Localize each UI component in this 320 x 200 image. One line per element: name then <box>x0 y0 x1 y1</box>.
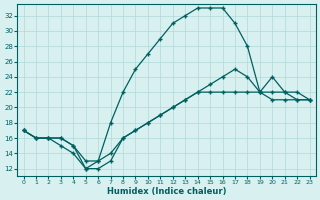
X-axis label: Humidex (Indice chaleur): Humidex (Indice chaleur) <box>107 187 226 196</box>
